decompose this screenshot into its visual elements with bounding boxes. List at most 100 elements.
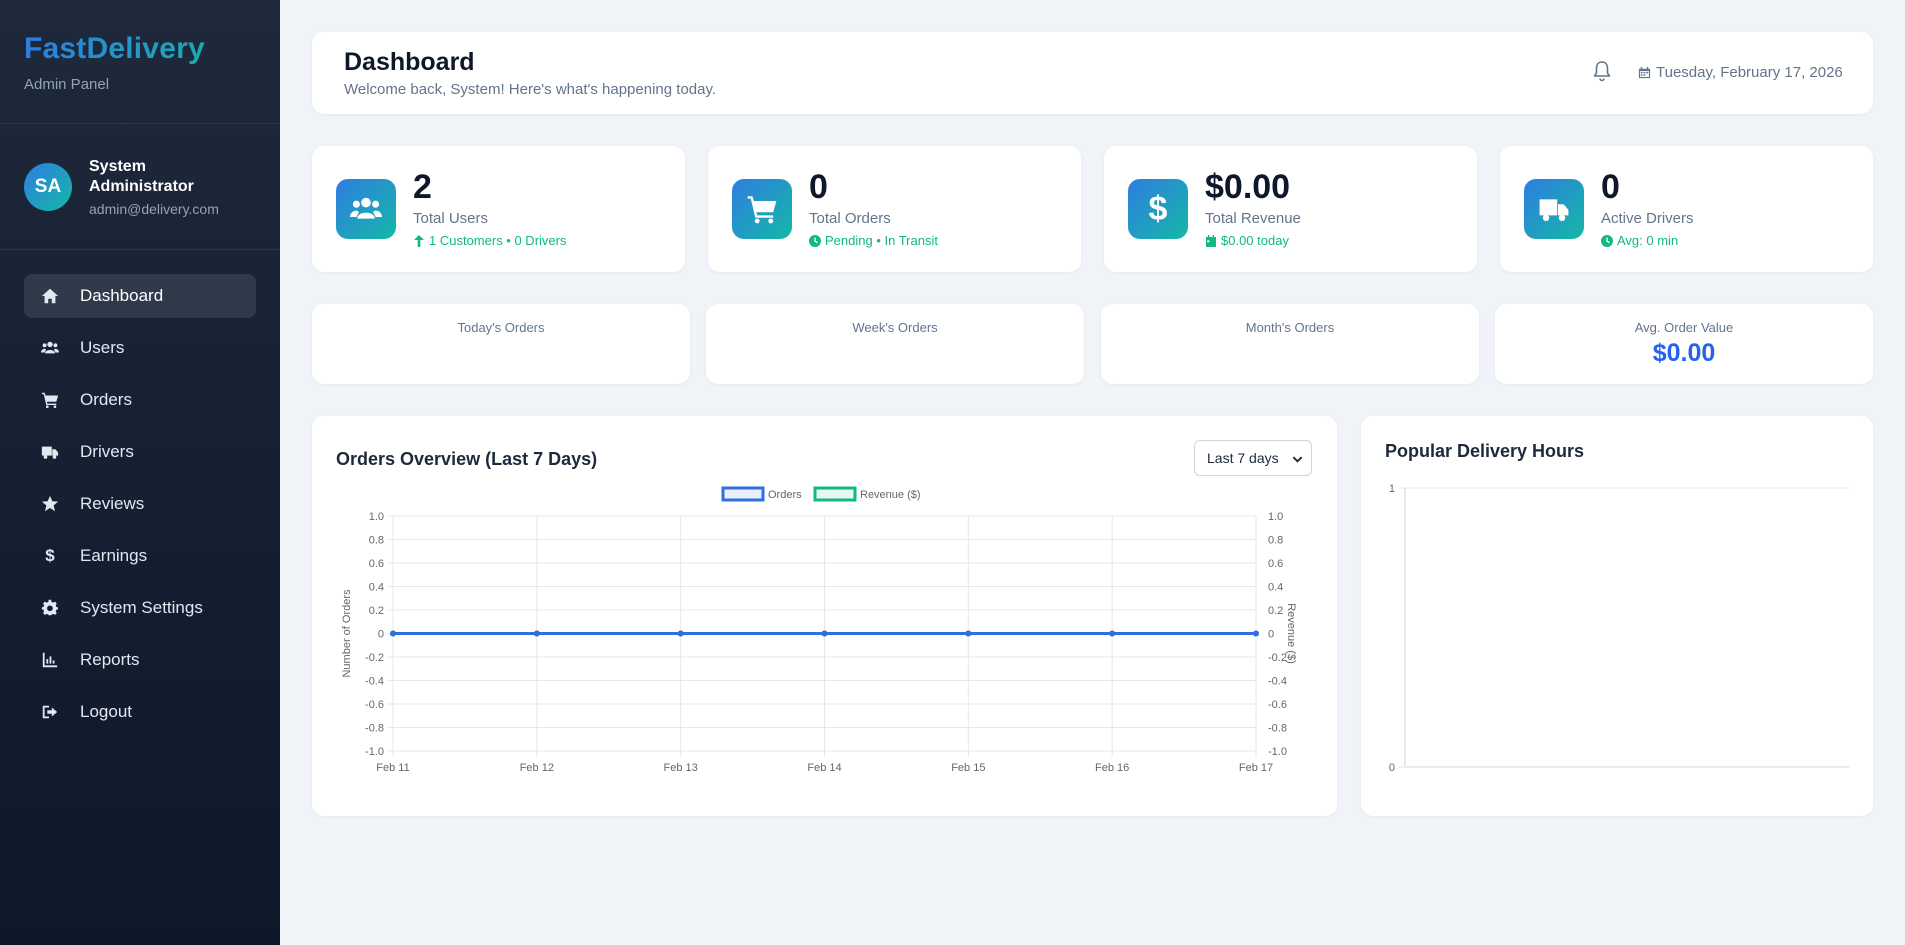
y-tick-label: 1	[1389, 483, 1395, 495]
sidebar-item-label: System Settings	[80, 598, 203, 617]
sidebar-item-label: Logout	[80, 702, 132, 721]
stats-row: 2 Total Users 1 Customers • 0 Drivers 0 …	[312, 146, 1873, 272]
y-tick-label: 0	[378, 629, 384, 641]
x-tick-label: Feb 11	[376, 762, 409, 774]
y-tick-label: -0.4	[365, 676, 384, 688]
data-point-orders	[677, 630, 684, 637]
stat-sub: 1 Customers • 0 Drivers	[413, 233, 566, 248]
period-stats-row: Today's Orders Week's Orders Month's Ord…	[312, 304, 1873, 384]
truck-icon	[1524, 179, 1584, 239]
logout-icon	[40, 702, 60, 722]
page-title: Dashboard	[344, 48, 475, 76]
sidebar-item-users[interactable]: Users	[24, 326, 256, 370]
sidebar-item-earnings[interactable]: $ Earnings	[24, 534, 256, 578]
bell-icon[interactable]	[1592, 60, 1612, 82]
stat-card-total-orders: 0 Total Orders Pending • In Transit	[708, 146, 1081, 272]
profile-email: admin@delivery.com	[89, 200, 219, 217]
clock-icon	[809, 234, 821, 247]
sidebar: FastDelivery Admin Panel SA System Admin…	[0, 0, 280, 945]
sidebar-item-drivers[interactable]: Drivers	[24, 430, 256, 474]
sidebar-item-logout[interactable]: Logout	[24, 690, 256, 734]
x-tick-label: Feb 15	[951, 762, 985, 774]
y2-tick-label: -0.4	[1268, 676, 1287, 688]
sidebar-item-dashboard[interactable]: Dashboard	[24, 274, 256, 318]
y-tick-label: 1.0	[369, 511, 384, 523]
stat-card-total-users: 2 Total Users 1 Customers • 0 Drivers	[312, 146, 685, 272]
calendar-icon	[1638, 66, 1651, 79]
stat-label: Total Orders	[809, 210, 891, 227]
stat-sub-text: Pending • In Transit	[825, 233, 938, 248]
y2-tick-label: 1.0	[1268, 511, 1283, 523]
orders-line-chart[interactable]: Orders Revenue ($) 1.0 1.0 0.8 0.8 0.6 0.6 0.4 0.…	[312, 486, 1337, 816]
x-tick-label: Feb 16	[1095, 762, 1129, 774]
stat-card-active-drivers: 0 Active Drivers Avg: 0 min	[1500, 146, 1873, 272]
stat-value: 0	[1601, 168, 1620, 206]
y2-tick-label: 0.8	[1268, 535, 1283, 547]
y2-tick-label: 0	[1268, 629, 1274, 641]
page-subtitle: Welcome back, System! Here's what's happ…	[344, 81, 717, 98]
range-select[interactable]: Last 7 days	[1194, 440, 1312, 476]
stat-label: Total Users	[413, 210, 489, 227]
stat-sub: Pending • In Transit	[809, 233, 938, 248]
hours-chart-title: Popular Delivery Hours	[1385, 441, 1585, 461]
range-select-value: Last 7 days	[1207, 450, 1279, 466]
dollar-icon: $	[1128, 179, 1188, 239]
data-point-orders	[965, 630, 972, 637]
page-header: Dashboard Welcome back, System! Here's w…	[312, 32, 1873, 114]
legend-swatch-orders	[721, 486, 765, 502]
period-label: Avg. Order Value	[1634, 320, 1734, 335]
period-card-month: Month's Orders	[1101, 304, 1479, 384]
y-tick-label: 0.2	[369, 605, 384, 617]
sidebar-item-label: Earnings	[80, 546, 148, 565]
y2-tick-label: -1.0	[1268, 746, 1287, 758]
hours-bar-chart[interactable]: 10	[1361, 416, 1873, 816]
y-axis-title: Number of Orders	[341, 589, 353, 678]
sidebar-item-system-settings[interactable]: System Settings	[24, 586, 256, 630]
chart-icon	[40, 650, 60, 670]
legend-label-orders: Orders	[768, 489, 802, 501]
gear-icon	[40, 598, 60, 618]
period-label: Today's Orders	[457, 320, 545, 335]
y-tick-label: -1.0	[365, 746, 384, 758]
chart-legend: Orders Revenue ($)	[721, 486, 921, 502]
stat-value: $0.00	[1205, 168, 1291, 206]
sidebar-item-label: Dashboard	[80, 286, 164, 305]
x-tick-label: Feb 12	[520, 762, 554, 774]
cart-icon	[732, 179, 792, 239]
y-tick-label: 0	[1389, 762, 1395, 774]
data-point-orders	[1253, 630, 1259, 637]
stat-sub-text: $0.00 today	[1221, 233, 1289, 248]
sidebar-item-orders[interactable]: Orders	[24, 378, 256, 422]
period-label: Month's Orders	[1245, 320, 1335, 335]
sidebar-item-reviews[interactable]: Reviews	[24, 482, 256, 526]
y-tick-label: -0.8	[365, 723, 384, 735]
brand-subtitle: Admin Panel	[24, 76, 110, 93]
users-icon	[40, 338, 60, 358]
chevron-down-icon	[1292, 456, 1303, 463]
calendar-icon	[1206, 234, 1216, 247]
clock-icon	[1601, 234, 1613, 247]
period-card-avg-order-value: Avg. Order Value $0.00	[1495, 304, 1873, 384]
y-tick-label: 0.6	[369, 558, 384, 570]
stat-label: Active Drivers	[1601, 210, 1694, 227]
current-date: Tuesday, February 17, 2026	[1638, 64, 1843, 81]
y-tick-label: 0.4	[369, 582, 384, 594]
y-tick-label: -0.6	[365, 699, 384, 711]
brand-title[interactable]: FastDelivery	[24, 32, 256, 66]
data-point-orders	[533, 630, 540, 637]
legend-swatch-revenue	[813, 486, 857, 502]
data-point-orders	[821, 630, 828, 637]
y2-tick-label: -0.6	[1268, 699, 1287, 711]
y2-tick-label: 0.4	[1268, 582, 1283, 594]
profile-info: System Administrator admin@delivery.com	[89, 157, 219, 217]
y-tick-label: -0.2	[365, 652, 384, 664]
data-point-orders	[1109, 630, 1116, 637]
y-tick-label: 0.8	[369, 535, 384, 547]
sidebar-item-label: Orders	[80, 390, 132, 409]
stat-value: 0	[809, 168, 828, 206]
sidebar-item-reports[interactable]: Reports	[24, 638, 256, 682]
dollar-icon: $	[45, 546, 55, 565]
stat-card-total-revenue: $ $0.00 Total Revenue $0.00 today	[1104, 146, 1477, 272]
stat-sub: $0.00 today	[1205, 233, 1289, 248]
cart-icon	[40, 390, 60, 410]
